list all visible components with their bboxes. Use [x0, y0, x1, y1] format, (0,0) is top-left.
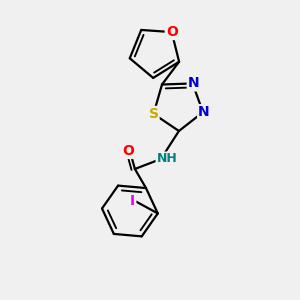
- Text: N: N: [198, 105, 210, 119]
- Text: I: I: [130, 194, 135, 208]
- Text: N: N: [188, 76, 200, 90]
- Text: NH: NH: [157, 152, 177, 166]
- Text: O: O: [122, 144, 134, 158]
- Text: O: O: [166, 25, 178, 39]
- Text: S: S: [148, 107, 159, 121]
